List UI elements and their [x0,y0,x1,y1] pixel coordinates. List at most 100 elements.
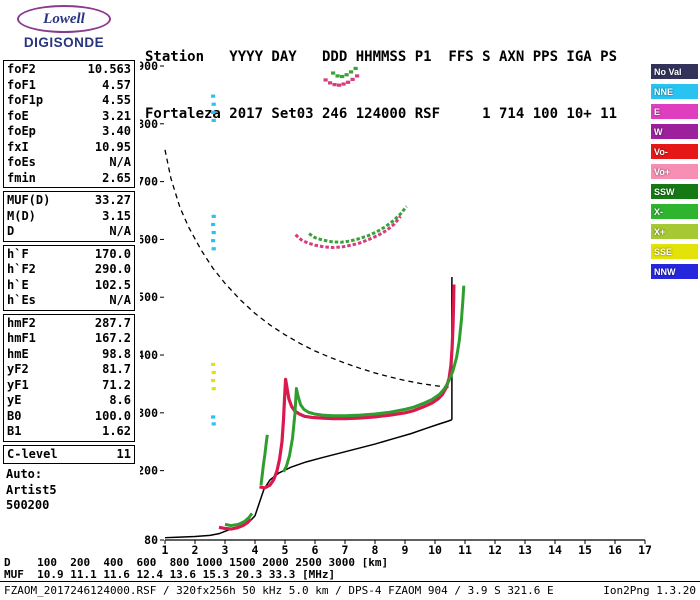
second-hop-O [294,215,402,250]
legend-item-vo-: Vo- [651,144,698,159]
param-value: 33.27 [94,193,131,207]
third-hop-X [331,66,358,79]
param-name: hmE [7,346,29,361]
x-tick-label: 8 [372,543,379,556]
param-value: 4.57 [102,77,131,92]
param-value: 3.40 [102,124,131,138]
muf-transmission-curve [164,149,449,389]
param-row-hmf2: hmF2 287.7 [7,316,131,332]
param-row-hes: h`Es N/A [7,293,131,309]
header-columns-line: Station YYYY DAY DDD HHMMSS P1 FFS S AXN… [145,49,618,65]
param-row-foep: foEp 3.40 [7,124,131,140]
y-tick-label: 900 [140,59,158,73]
legend-item-e: E [651,104,698,119]
param-row-fof2: foF2 10.563 [7,62,131,78]
x-tick-label: 9 [402,543,409,556]
param-name: foEs [7,155,36,169]
param-value: 3.21 [102,108,131,123]
E-trace-O [218,517,252,531]
file-info-bar: FZAOM_2017246124000.RSF / 320fx256h 50 k… [0,581,700,597]
param-value: 287.7 [94,315,131,330]
param-name: h`F [7,246,29,261]
param-value: 71.2 [102,377,131,392]
autoscaling-info-line: Auto: [6,467,43,481]
param-name: foEp [7,124,36,138]
param-value: 11 [116,446,131,461]
logo-brand-text: Lowell [43,10,85,27]
param-name: hmF1 [7,331,36,345]
y-tick-label: 500 [140,290,158,304]
param-value: 98.8 [102,346,131,361]
param-row-hf: h`F 170.0 [7,247,131,263]
param-row-yf2: yF2 81.7 [7,362,131,378]
direction-legend: No Val NNE E W Vo- Vo+ SSW X- X+ SSE NNW [651,64,698,284]
param-row-yf1: yF1 71.2 [7,378,131,394]
param-value: 167.2 [94,331,131,345]
param-name: yE [7,393,22,407]
param-row-foe: foE 3.21 [7,109,131,125]
x-tick-label: 1 [162,543,169,556]
x-tick-label: 4 [252,543,259,556]
param-row-d: D N/A [7,224,131,240]
y-tick-label: 200 [140,464,158,478]
param-name: h`Es [7,293,36,307]
param-value: N/A [109,293,131,307]
x-tick-label: 10 [428,543,442,556]
legend-item-ssw: SSW [651,184,698,199]
param-value: 81.7 [102,362,131,376]
x-axis: 1 2 3 4 5 6 7 8 9 10 11 12 13 14 15 16 17 [162,539,652,556]
legend-item-nnw: NNW [651,264,698,279]
param-name: h`E [7,277,29,292]
header-values-line: Fortaleza 2017 Set03 246 124000 RSF 1 71… [145,106,618,122]
y-tick-label: 300 [140,406,158,420]
second-hop-X [308,205,408,244]
param-row-fxi: fxI 10.95 [7,140,131,156]
param-name: B1 [7,424,22,438]
legend-item-x+: X+ [651,224,698,239]
param-row-foes: foEs N/A [7,155,131,171]
param-value: 3.15 [102,208,131,223]
parameter-group: C-level 11 [3,444,135,464]
param-name: fxI [7,139,29,154]
param-row-md: M(D) 3.15 [7,209,131,225]
param-row-hme: hmE 98.8 [7,347,131,363]
x-tick-label: 3 [222,543,229,556]
param-value: 2.65 [102,170,131,185]
parameter-group: hmF2 287.7 hmF1 167.2 hmE 98.8 yF2 81.7 yF1 71.2 y… [3,313,135,442]
lowell-logo-oval: Lowell [17,5,111,33]
parameter-group: foF2 10.563 foF1 4.57 foF1p 4.55 foE 3.21 foEp 3.… [3,60,135,188]
legend-item-nne: NNE [651,84,698,99]
x-tick-label: 2 [192,543,199,556]
param-value: N/A [109,155,131,169]
legend-item-w: W [651,124,698,139]
x-tick-label: 11 [458,543,472,556]
param-value: 10.563 [87,62,131,76]
E-trace-X [224,512,254,528]
lowell-digisonde-logo: Lowell DIGISONDE [8,5,120,50]
true-height-profile [164,419,453,539]
param-name: yF2 [7,362,29,376]
param-row-clevel: C-level 11 [7,447,131,463]
x-tick-label: 14 [548,543,562,556]
autoscaling-info-line: 500200 [6,498,50,512]
param-name: foF1 [7,77,36,92]
param-value: 170.0 [94,246,131,261]
legend-item-sse: SSE [651,244,698,259]
autoscaling-info-line: Artist5 [6,482,57,497]
y-tick-label: 800 [140,117,158,131]
parameter-panel: foF2 10.563 foF1 4.57 foF1p 4.55 foE 3.21 foEp 3.… [3,60,135,514]
param-row-fmin: fmin 2.65 [7,171,131,187]
param-value: 10.95 [94,139,131,154]
param-row-ye: yE 8.6 [7,393,131,409]
x-tick-label: 16 [608,543,622,556]
interference-SSE [211,362,216,391]
param-value: 100.0 [94,408,131,423]
legend-item-vo+: Vo+ [651,164,698,179]
parameter-group: MUF(D) 33.27 M(D) 3.15 D N/A [3,191,135,242]
param-name: foE [7,108,29,123]
x-tick-label: 5 [282,543,289,556]
param-name: yF1 [7,377,29,392]
y-tick-label: 400 [140,348,158,362]
legend-item-no-val: No Val [651,64,698,79]
